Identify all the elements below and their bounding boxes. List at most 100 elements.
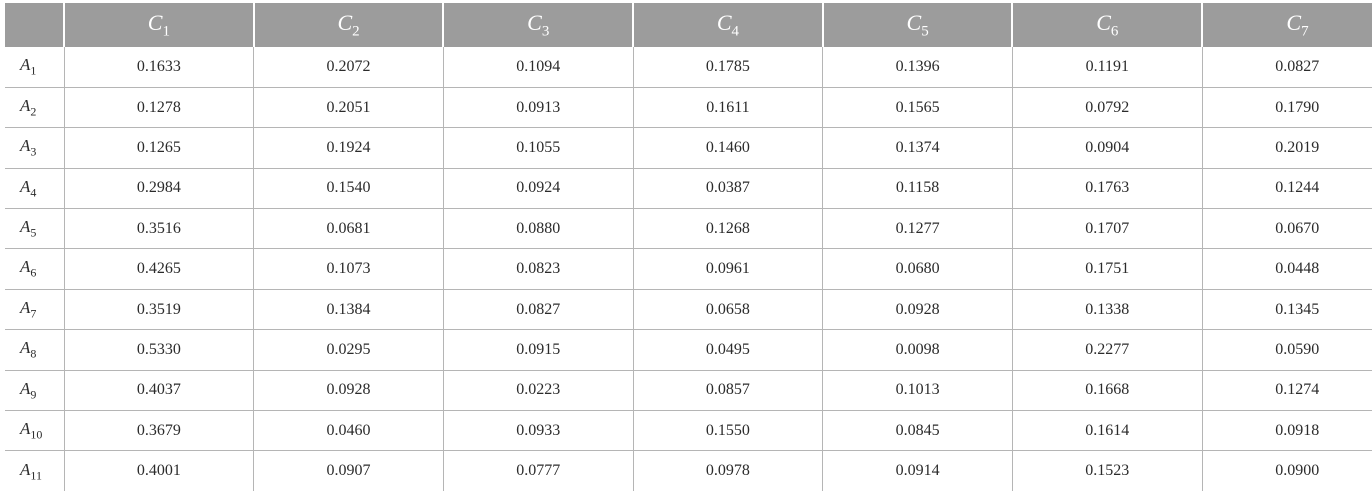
table-cell: 0.1158	[822, 168, 1013, 210]
table-cell: 0.1055	[442, 127, 634, 169]
table-cell: 0.0223	[442, 370, 634, 412]
table-cell: 0.1751	[1011, 248, 1203, 290]
table-cell: 0.0961	[632, 248, 823, 290]
table-cell: 0.0915	[442, 329, 634, 371]
table-cell: 0.0914	[822, 450, 1013, 492]
column-header: C4	[632, 3, 823, 47]
header-row: C1 C2 C3 C4 C5 C6 C7	[5, 3, 1372, 47]
table-row: A6 0.4265 0.1073 0.0823 0.0961 0.0680 0.1751 0.…	[5, 248, 1372, 290]
row-header: A10	[5, 410, 64, 452]
table-cell: 0.0590	[1201, 329, 1372, 371]
corner-cell	[5, 3, 64, 47]
row-header: A5	[5, 208, 64, 250]
table-cell: 0.1244	[1201, 168, 1372, 210]
table-row: A5 0.3516 0.0681 0.0880 0.1268 0.1277 0.1707 0.…	[5, 208, 1372, 250]
table-cell: 0.0681	[253, 208, 444, 250]
table-cell: 0.0098	[822, 329, 1013, 371]
table-cell: 0.0904	[1011, 127, 1203, 169]
table-row: A2 0.1278 0.2051 0.0913 0.1611 0.1565 0.0792 0.…	[5, 87, 1372, 129]
table-cell: 0.1094	[442, 47, 634, 88]
table-row: A1 0.1633 0.2072 0.1094 0.1785 0.1396 0.1191 0.…	[5, 47, 1372, 88]
table-cell: 0.1785	[632, 47, 823, 88]
table-cell: 0.1277	[822, 208, 1013, 250]
row-header: A8	[5, 329, 64, 371]
table-cell: 0.1611	[632, 87, 823, 129]
table-cell: 0.0387	[632, 168, 823, 210]
row-header: A6	[5, 248, 64, 290]
row-header: A7	[5, 289, 64, 331]
table-cell: 0.1668	[1011, 370, 1203, 412]
table-cell: 0.3516	[63, 208, 254, 250]
table-cell: 0.5330	[63, 329, 254, 371]
table-cell: 0.2984	[63, 168, 254, 210]
table-cell: 0.0900	[1201, 450, 1372, 492]
table-cell: 0.1013	[822, 370, 1013, 412]
table-cell: 0.1550	[632, 410, 823, 452]
table-cell: 0.0792	[1011, 87, 1203, 129]
table-cell: 0.3679	[63, 410, 254, 452]
table-cell: 0.0460	[253, 410, 444, 452]
table-cell: 0.4001	[63, 450, 254, 492]
table-cell: 0.1540	[253, 168, 444, 210]
table-cell: 0.1073	[253, 248, 444, 290]
table-cell: 0.1191	[1011, 47, 1203, 88]
table-cell: 0.0928	[253, 370, 444, 412]
table-cell: 0.0978	[632, 450, 823, 492]
table-cell: 0.0907	[253, 450, 444, 492]
table-cell: 0.0845	[822, 410, 1013, 452]
row-header: A1	[5, 47, 64, 88]
table-cell: 0.0857	[632, 370, 823, 412]
table-cell: 0.1790	[1201, 87, 1372, 129]
table-cell: 0.1565	[822, 87, 1013, 129]
table-cell: 0.0880	[442, 208, 634, 250]
table-cell: 0.4265	[63, 248, 254, 290]
table-cell: 0.0933	[442, 410, 634, 452]
table-cell: 0.1338	[1011, 289, 1203, 331]
row-header: A9	[5, 370, 64, 412]
table-cell: 0.0823	[442, 248, 634, 290]
table-cell: 0.1345	[1201, 289, 1372, 331]
table-cell: 0.1523	[1011, 450, 1203, 492]
row-header: A3	[5, 127, 64, 169]
table-row: A11 0.4001 0.0907 0.0777 0.0978 0.0914 0.1523 0…	[5, 450, 1372, 492]
row-header: A4	[5, 168, 64, 210]
table-row: A8 0.5330 0.0295 0.0915 0.0495 0.0098 0.2277 0.…	[5, 329, 1372, 371]
table-cell: 0.0495	[632, 329, 823, 371]
table-cell: 0.0913	[442, 87, 634, 129]
table-cell: 0.1268	[632, 208, 823, 250]
column-header: C5	[821, 3, 1013, 47]
column-header: C1	[63, 3, 254, 47]
table-cell: 0.1278	[63, 87, 254, 129]
table-cell: 0.0295	[253, 329, 444, 371]
table-cell: 0.0658	[632, 289, 823, 331]
table-cell: 0.1614	[1011, 410, 1203, 452]
table-cell: 0.4037	[63, 370, 254, 412]
table-cell: 0.1924	[253, 127, 444, 169]
table-row: A10 0.3679 0.0460 0.0933 0.1550 0.0845 0.1614 0…	[5, 410, 1372, 452]
table-cell: 0.0918	[1201, 410, 1372, 452]
table-cell: 0.1460	[632, 127, 823, 169]
column-header: C7	[1201, 3, 1372, 47]
table-cell: 0.2072	[253, 47, 444, 88]
column-header: C6	[1011, 3, 1203, 47]
row-header: A11	[20, 459, 42, 483]
table-cell: 0.0777	[442, 450, 634, 492]
table-cell: 0.0928	[822, 289, 1013, 331]
table-row: A4 0.2984 0.1540 0.0924 0.0387 0.1158 0.1763 0.…	[5, 168, 1372, 210]
table-cell: 0.0827	[1201, 47, 1372, 88]
table-cell: 0.0924	[442, 168, 634, 210]
column-header: C3	[442, 3, 634, 47]
table-cell: 0.0827	[442, 289, 634, 331]
table-cell: 0.3519	[63, 289, 254, 331]
table-cell: 0.1707	[1011, 208, 1203, 250]
table-row: A3 0.1265 0.1924 0.1055 0.1460 0.1374 0.0904 0.…	[5, 127, 1372, 169]
table-cell: 0.0670	[1201, 208, 1372, 250]
table-cell: 0.1396	[822, 47, 1013, 88]
table-cell: 0.1374	[822, 127, 1013, 169]
column-header: C2	[252, 3, 444, 47]
table-cell: 0.2277	[1011, 329, 1203, 371]
table-cell: 0.1265	[63, 127, 254, 169]
table-row: A9 0.4037 0.0928 0.0223 0.0857 0.1013 0.1668 0.…	[5, 370, 1372, 412]
table-cell: 0.2019	[1201, 127, 1372, 169]
table-cell: 0.0680	[822, 248, 1013, 290]
